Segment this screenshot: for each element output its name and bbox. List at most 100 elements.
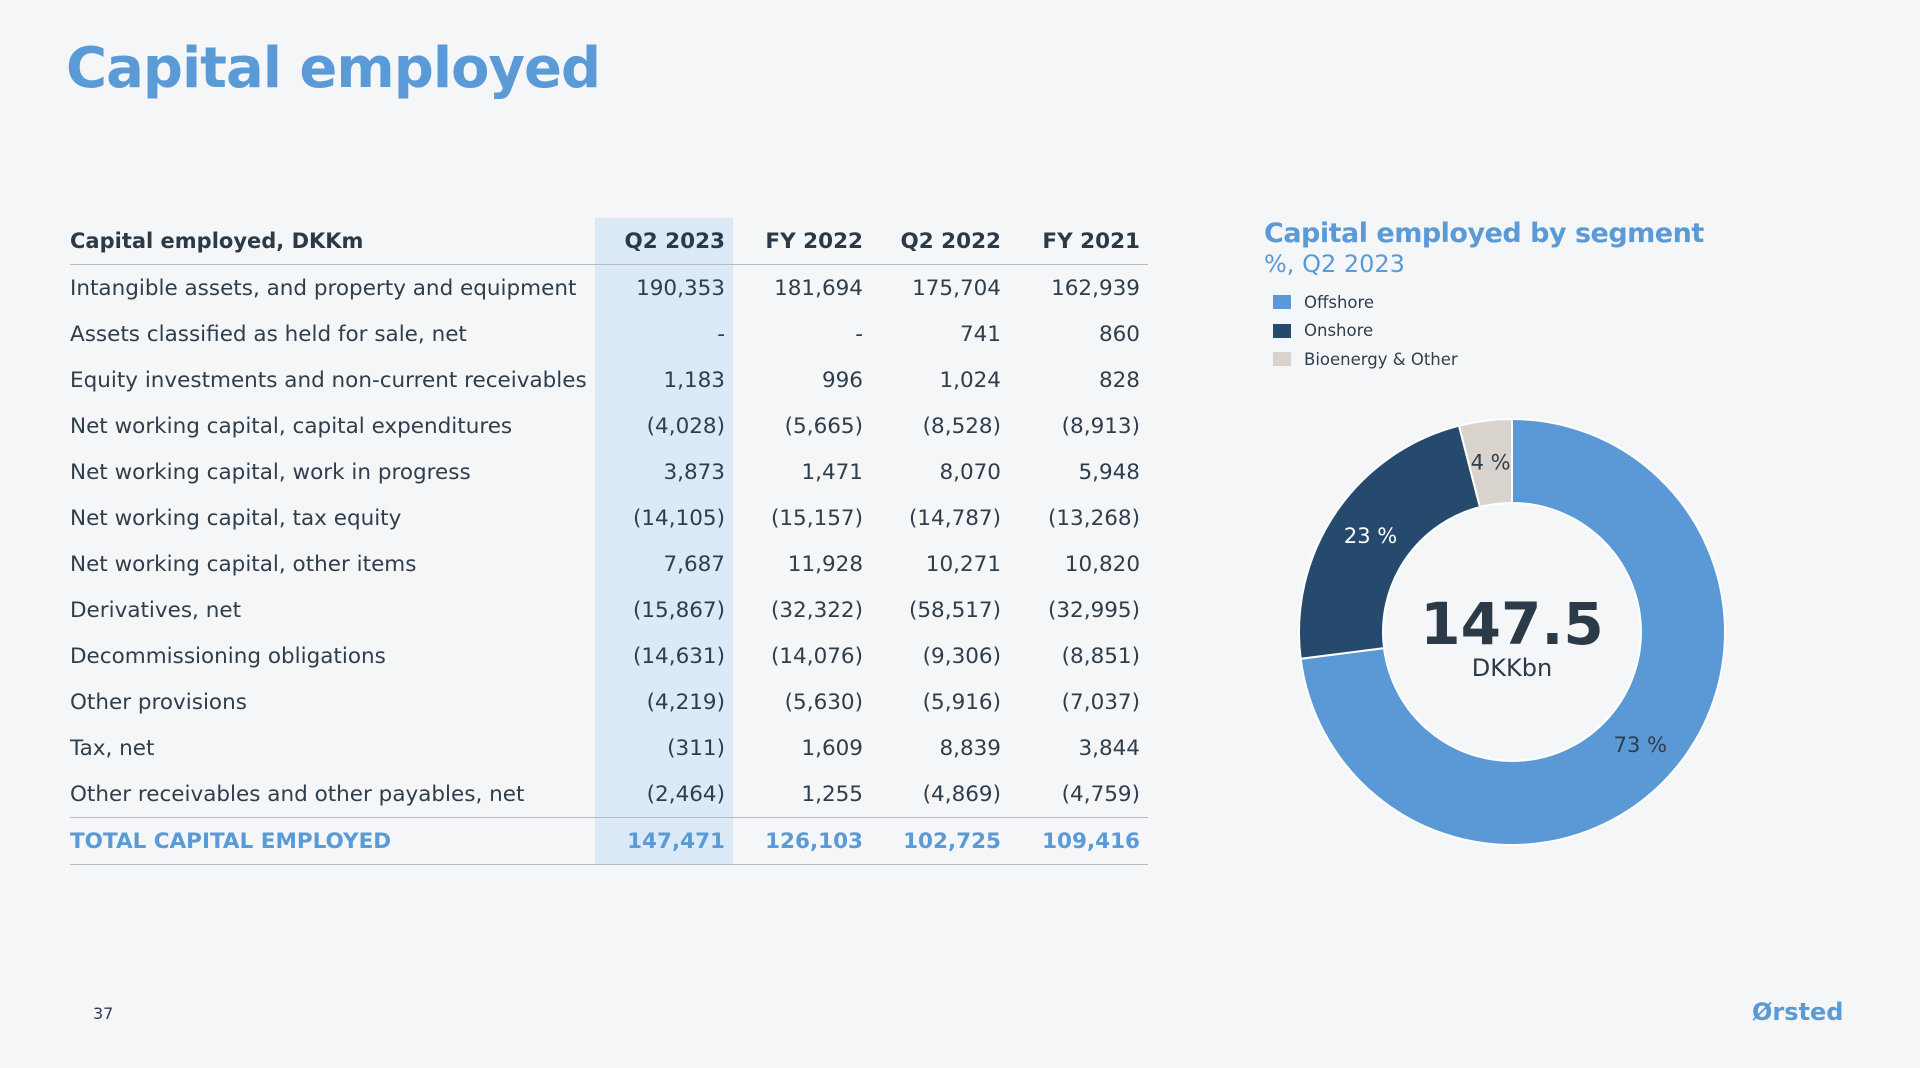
legend-swatch: [1273, 352, 1291, 367]
donut-center-unit: DKKbn: [1472, 654, 1552, 682]
row-label: Net working capital, capital expenditure…: [70, 413, 513, 439]
row-value: 3,844: [1078, 735, 1140, 761]
table-row: Net working capital, work in progress 3,8…: [70, 449, 1148, 495]
row-label: Net working capital, tax equity: [70, 505, 402, 531]
total-row: TOTAL CAPITAL EMPLOYED 147,471 126,103 102,…: [70, 817, 1148, 865]
row-value: 1,183: [663, 367, 725, 393]
row-value: 1,609: [801, 735, 863, 761]
donut-slice-offshore: [1299, 417, 1726, 846]
table-row: Net working capital, capital expenditure…: [70, 403, 1148, 449]
row-label: Equity investments and non-current recei…: [70, 367, 587, 393]
capital-employed-table: Capital employed, DKKm Q2 2023 FY 2022 Q…: [70, 218, 1148, 865]
total-value: 109,416: [1042, 828, 1140, 854]
row-value: (4,759): [1061, 781, 1140, 807]
table-body: Intangible assets, and property and equi…: [70, 265, 1148, 865]
chart-title: Capital employed by segment: [1264, 218, 1704, 249]
total-label: TOTAL CAPITAL EMPLOYED: [70, 828, 392, 854]
row-value: (5,630): [784, 689, 863, 715]
row-value: (8,528): [922, 413, 1001, 439]
row-value: 3,873: [663, 459, 725, 485]
table-row: Other provisions (4,219) (5,630) (5,916) (7,…: [70, 679, 1148, 725]
row-value: 996: [821, 367, 863, 393]
donut-data-label: 4 %: [1471, 450, 1511, 474]
table-row: Decommissioning obligations (14,631) (14,0…: [70, 633, 1148, 679]
row-value: 181,694: [774, 275, 863, 301]
row-label: Decommissioning obligations: [70, 643, 386, 669]
legend-label: Bioenergy & Other: [1304, 349, 1458, 369]
donut-slice-bioenergy-other: [1457, 417, 1513, 509]
row-value: (9,306): [922, 643, 1001, 669]
total-value: 102,725: [903, 828, 1001, 854]
row-value: (2,464): [646, 781, 725, 807]
page-number: 37: [93, 1004, 114, 1023]
row-value: (4,219): [646, 689, 725, 715]
row-value: 828: [1098, 367, 1140, 393]
table-row: Net working capital, other items 7,687 11,…: [70, 541, 1148, 587]
row-value: 741: [959, 321, 1001, 347]
orsted-logo: Ørsted: [1752, 998, 1844, 1026]
row-value: (14,631): [632, 643, 725, 669]
column-header-fy-2022: FY 2022: [765, 228, 863, 254]
row-label: Net working capital, other items: [70, 551, 417, 577]
row-value: (14,076): [770, 643, 863, 669]
row-value: 860: [1098, 321, 1140, 347]
row-value: (311): [667, 735, 725, 761]
table-row: Derivatives, net (15,867) (32,322) (58,517)…: [70, 587, 1148, 633]
column-header-label: Capital employed, DKKm: [70, 229, 364, 253]
row-value: (15,157): [770, 505, 863, 531]
table-header-row: Capital employed, DKKm Q2 2023 FY 2022 Q…: [70, 218, 1148, 265]
row-value: (15,867): [632, 597, 725, 623]
row-value: (4,869): [922, 781, 1001, 807]
row-label: Net working capital, work in progress: [70, 459, 471, 485]
current-period-highlight: [595, 218, 733, 864]
row-value: 11,928: [787, 551, 863, 577]
column-header-q2-2023: Q2 2023: [624, 228, 725, 254]
row-value: (4,028): [646, 413, 725, 439]
row-value: (7,037): [1061, 689, 1140, 715]
row-value: 1,255: [801, 781, 863, 807]
row-value: 1,471: [801, 459, 863, 485]
legend-item: Offshore: [1273, 288, 1458, 317]
row-value: 162,939: [1051, 275, 1140, 301]
row-value: 175,704: [912, 275, 1001, 301]
row-value: (8,913): [1061, 413, 1140, 439]
column-header-q2-2022: Q2 2022: [900, 228, 1001, 254]
row-value: (14,787): [908, 505, 1001, 531]
row-value: 7,687: [663, 551, 725, 577]
row-value: 1,024: [939, 367, 1001, 393]
row-value: (58,517): [908, 597, 1001, 623]
table-row: Tax, net (311) 1,609 8,839 3,844: [70, 725, 1148, 771]
row-value: (5,916): [922, 689, 1001, 715]
legend-item: Onshore: [1273, 317, 1458, 346]
row-label: Other receivables and other payables, ne…: [70, 781, 525, 807]
row-label: Assets classified as held for sale, net: [70, 321, 467, 347]
row-label: Intangible assets, and property and equi…: [70, 275, 577, 301]
donut-data-label: 23 %: [1344, 524, 1397, 548]
legend-item: Bioenergy & Other: [1273, 345, 1458, 374]
column-header-fy-2021: FY 2021: [1042, 228, 1140, 254]
row-value: (13,268): [1047, 505, 1140, 531]
table-row: Other receivables and other payables, ne…: [70, 771, 1148, 818]
legend-label: Offshore: [1304, 292, 1375, 312]
donut-slice-onshore: [1298, 424, 1482, 660]
chart-subtitle: %, Q2 2023: [1264, 250, 1405, 278]
row-label: Tax, net: [70, 735, 155, 761]
row-value: (5,665): [784, 413, 863, 439]
row-label: Other provisions: [70, 689, 247, 715]
row-value: 10,820: [1064, 551, 1140, 577]
row-value: (8,851): [1061, 643, 1140, 669]
legend-label: Onshore: [1304, 321, 1374, 341]
legend-swatch: [1273, 295, 1291, 310]
row-value: -: [855, 321, 863, 347]
row-value: 8,070: [939, 459, 1001, 485]
chart-legend: Offshore Onshore Bioenergy & Other: [1273, 288, 1458, 374]
row-label: Derivatives, net: [70, 597, 242, 623]
table-row: Assets classified as held for sale, net -…: [70, 311, 1148, 357]
total-value: 126,103: [765, 828, 863, 854]
row-value: 190,353: [636, 275, 725, 301]
donut-data-label: 73 %: [1614, 733, 1667, 757]
row-value: 5,948: [1078, 459, 1140, 485]
table-row: Net working capital, tax equity (14,105) (…: [70, 495, 1148, 541]
donut-center-value: 147.5: [1420, 590, 1603, 658]
